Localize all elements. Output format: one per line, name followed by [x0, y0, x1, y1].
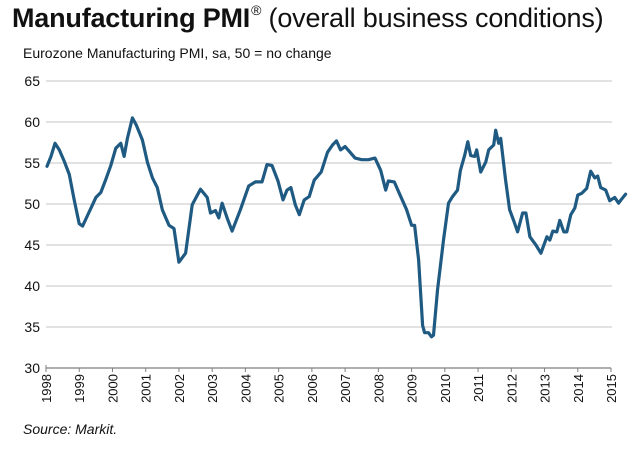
x-tick-label: 2001	[139, 374, 154, 403]
y-tick-label: 55	[24, 155, 40, 171]
x-tick-label: 2010	[438, 374, 453, 403]
chart-subtitle: Eurozone Manufacturing PMI, sa, 50 = no …	[23, 45, 332, 61]
y-tick-label: 50	[24, 196, 40, 212]
x-tick-label: 2005	[272, 374, 287, 403]
x-tick-label: 2007	[338, 374, 353, 403]
registered-mark: ®	[251, 2, 262, 18]
x-tick-label: 1999	[72, 374, 87, 403]
x-tick-label: 2006	[305, 374, 320, 403]
x-tick-label: 2004	[238, 374, 253, 403]
chart-title-main: Manufacturing PMI	[12, 3, 251, 33]
x-tick-label: 2008	[371, 374, 386, 403]
x-tick-label: 2000	[105, 374, 120, 403]
y-tick-label: 65	[24, 73, 40, 89]
x-tick-label: 2012	[504, 374, 519, 403]
y-tick-label: 60	[24, 114, 40, 130]
y-tick-label: 45	[24, 237, 40, 253]
y-tick-label: 40	[24, 278, 40, 294]
chart-title: Manufacturing PMI® (overall business con…	[12, 2, 604, 34]
x-tick-label: 2009	[405, 374, 420, 403]
chart-source: Source: Markit.	[23, 421, 118, 437]
y-tick-label: 35	[24, 319, 40, 335]
y-tick-label: 30	[24, 360, 40, 376]
chart-title-suffix: (overall business conditions)	[268, 3, 604, 33]
x-tick-label: 2015	[604, 374, 619, 403]
x-tick-label: 2003	[205, 374, 220, 403]
x-tick-label: 1998	[39, 374, 54, 403]
x-tick-label: 2014	[571, 374, 586, 403]
x-tick-label: 2002	[172, 374, 187, 403]
series-line	[45, 116, 628, 339]
x-tick-label: 2013	[538, 374, 553, 403]
x-tick-label: 2011	[471, 374, 486, 402]
